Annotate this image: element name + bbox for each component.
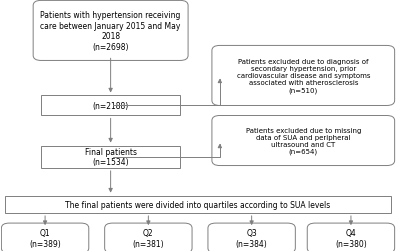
FancyBboxPatch shape — [212, 46, 395, 106]
FancyBboxPatch shape — [208, 223, 295, 252]
FancyBboxPatch shape — [307, 223, 395, 252]
Text: The final patients were divided into quartiles according to SUA levels: The final patients were divided into qua… — [65, 200, 331, 209]
FancyBboxPatch shape — [212, 116, 395, 166]
Text: (n=2188): (n=2188) — [92, 102, 129, 111]
FancyBboxPatch shape — [105, 223, 192, 252]
FancyBboxPatch shape — [1, 223, 89, 252]
Text: Q2
(n=381): Q2 (n=381) — [132, 229, 164, 248]
FancyBboxPatch shape — [33, 1, 188, 61]
Text: Q3
(n=384): Q3 (n=384) — [236, 229, 268, 248]
Text: Final patients
(n=1534): Final patients (n=1534) — [85, 147, 137, 167]
Text: Patients with hypertension receiving
care between January 2015 and May
2018
(n=2: Patients with hypertension receiving car… — [40, 11, 181, 51]
Text: Q1
(n=389): Q1 (n=389) — [29, 229, 61, 248]
Text: Patients excluded due to missing
data of SUA and peripheral
ultrasound and CT
(n: Patients excluded due to missing data of… — [246, 127, 361, 155]
Text: Patients excluded due to diagnosis of
secondary hypertension, prior
cardiovascul: Patients excluded due to diagnosis of se… — [236, 59, 370, 93]
FancyBboxPatch shape — [41, 96, 180, 116]
FancyBboxPatch shape — [5, 196, 391, 213]
FancyBboxPatch shape — [41, 146, 180, 168]
Text: Q4
(n=380): Q4 (n=380) — [335, 229, 367, 248]
